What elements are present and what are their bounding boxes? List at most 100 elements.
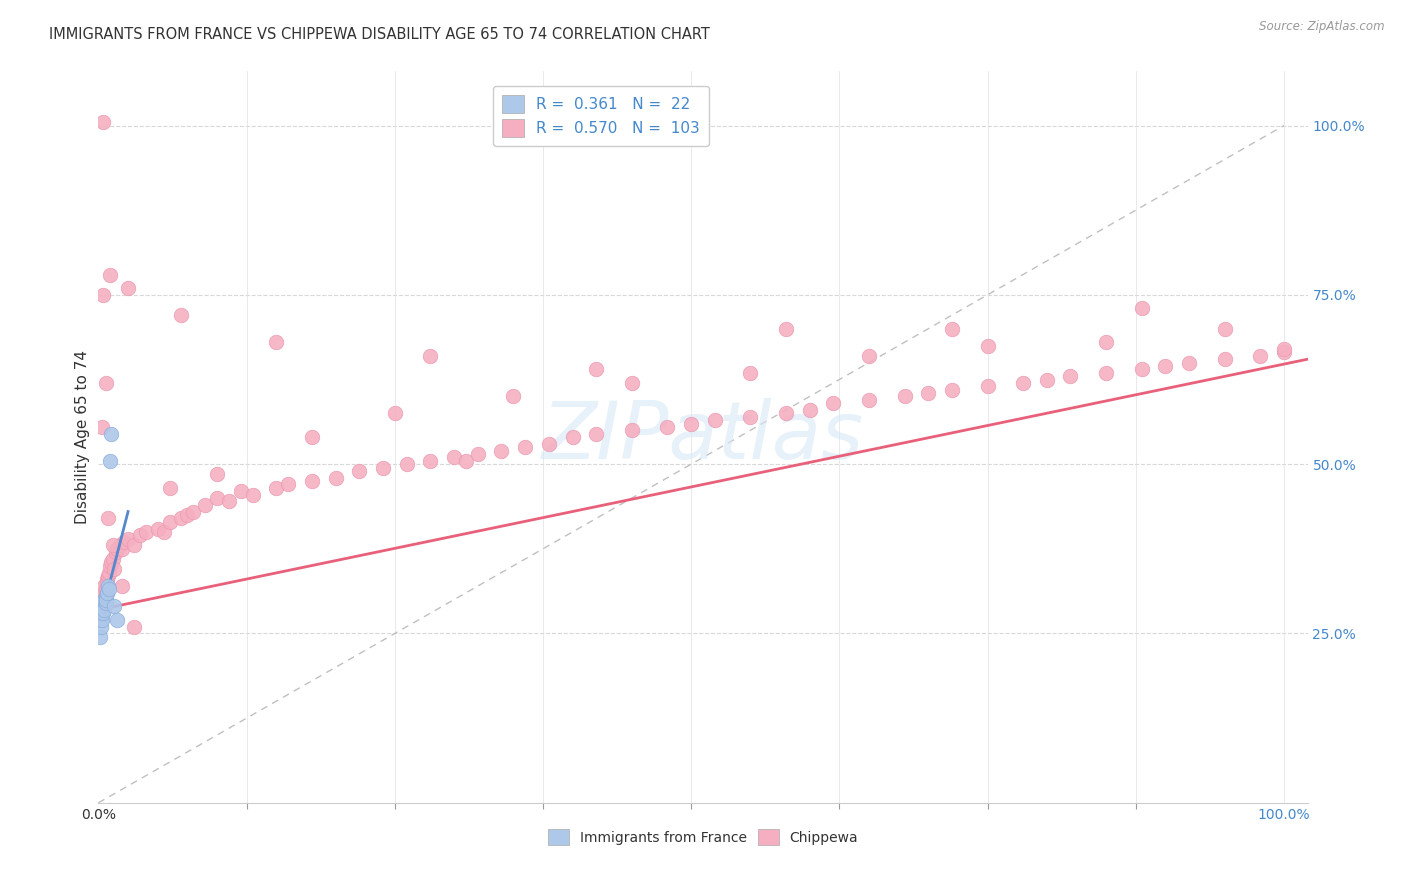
Point	[893, 389, 915, 403]
Point	[152, 524, 174, 539]
Point	[93, 603, 115, 617]
Point	[1095, 335, 1118, 350]
Point	[325, 471, 347, 485]
Point	[917, 386, 939, 401]
Point	[114, 535, 136, 549]
Point	[100, 555, 122, 569]
Point	[97, 579, 120, 593]
Point	[181, 505, 204, 519]
Point	[117, 281, 139, 295]
Point	[93, 579, 115, 593]
Point	[91, 589, 114, 603]
Point	[91, 586, 114, 600]
Point	[94, 582, 117, 597]
Point	[681, 417, 703, 431]
Point	[94, 376, 117, 390]
Point	[91, 596, 114, 610]
Point	[775, 322, 797, 336]
Point	[799, 403, 821, 417]
Point	[740, 409, 762, 424]
Point	[467, 447, 489, 461]
Point	[620, 376, 643, 390]
Text: Source: ZipAtlas.com: Source: ZipAtlas.com	[1260, 20, 1385, 33]
Point	[384, 406, 406, 420]
Point	[146, 521, 169, 535]
Point	[170, 511, 193, 525]
Point	[1059, 369, 1081, 384]
Point	[1012, 376, 1035, 390]
Point	[101, 552, 124, 566]
Point	[96, 575, 118, 590]
Point	[90, 596, 112, 610]
Text: IMMIGRANTS FROM FRANCE VS CHIPPEWA DISABILITY AGE 65 TO 74 CORRELATION CHART: IMMIGRANTS FROM FRANCE VS CHIPPEWA DISAB…	[49, 27, 710, 42]
Point	[97, 511, 120, 525]
Point	[94, 592, 117, 607]
Legend: Immigrants from France, Chippewa: Immigrants from France, Chippewa	[543, 823, 863, 851]
Point	[105, 613, 128, 627]
Point	[740, 366, 762, 380]
Point	[91, 606, 114, 620]
Point	[101, 538, 124, 552]
Point	[90, 613, 112, 627]
Point	[94, 596, 117, 610]
Point	[98, 582, 121, 597]
Point	[585, 362, 607, 376]
Point	[98, 454, 121, 468]
Point	[1272, 342, 1295, 356]
Point	[90, 620, 112, 634]
Point	[561, 430, 583, 444]
Point	[491, 443, 513, 458]
Point	[941, 322, 963, 336]
Point	[122, 620, 145, 634]
Point	[98, 558, 121, 573]
Point	[105, 545, 128, 559]
Point	[1154, 359, 1177, 373]
Point	[91, 599, 114, 614]
Point	[1249, 349, 1271, 363]
Point	[264, 481, 287, 495]
Point	[371, 460, 394, 475]
Point	[419, 454, 441, 468]
Point	[1178, 355, 1201, 369]
Point	[129, 528, 152, 542]
Point	[515, 440, 537, 454]
Point	[205, 491, 228, 505]
Point	[976, 338, 998, 352]
Point	[657, 420, 679, 434]
Point	[229, 484, 252, 499]
Point	[347, 464, 370, 478]
Point	[585, 426, 607, 441]
Point	[98, 268, 121, 282]
Point	[111, 579, 134, 593]
Point	[103, 562, 125, 576]
Point	[264, 335, 287, 350]
Point	[858, 392, 880, 407]
Text: ZIPatlas: ZIPatlas	[541, 398, 865, 476]
Point	[194, 498, 217, 512]
Point	[117, 532, 139, 546]
Point	[96, 586, 118, 600]
Point	[108, 538, 131, 552]
Point	[537, 437, 560, 451]
Point	[1095, 366, 1118, 380]
Point	[443, 450, 465, 465]
Point	[1036, 372, 1059, 386]
Point	[91, 115, 114, 129]
Point	[135, 524, 157, 539]
Point	[91, 599, 114, 614]
Point	[454, 454, 477, 468]
Point	[97, 569, 120, 583]
Point	[976, 379, 998, 393]
Point	[91, 606, 114, 620]
Point	[1272, 345, 1295, 359]
Point	[941, 383, 963, 397]
Point	[419, 349, 441, 363]
Point	[176, 508, 198, 522]
Point	[91, 288, 114, 302]
Point	[96, 572, 118, 586]
Point	[277, 477, 299, 491]
Point	[91, 613, 114, 627]
Point	[111, 541, 134, 556]
Point	[858, 349, 880, 363]
Point	[159, 515, 181, 529]
